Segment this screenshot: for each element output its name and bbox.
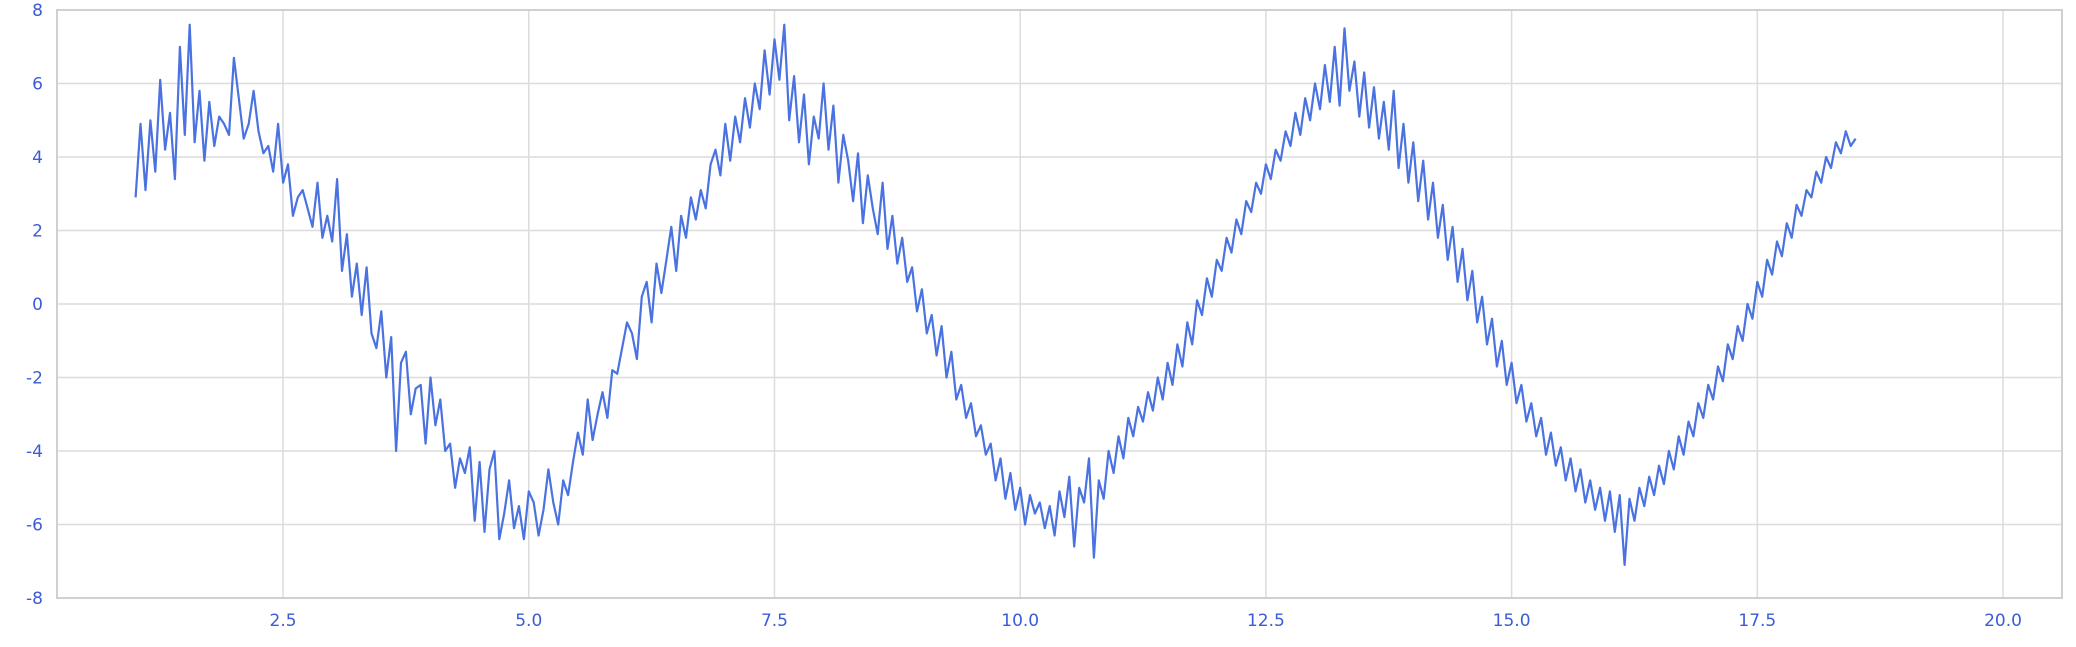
y-tick-label: -8 bbox=[26, 589, 43, 609]
y-tick-label: 0 bbox=[32, 295, 43, 315]
x-tick-label: 5.0 bbox=[515, 611, 542, 631]
y-tick-label: 6 bbox=[32, 75, 43, 95]
y-tick-label: 4 bbox=[32, 148, 43, 168]
series-group bbox=[134, 23, 1857, 567]
x-tick-label: 12.5 bbox=[1247, 611, 1285, 631]
y-tick-label: -6 bbox=[26, 516, 43, 536]
x-axis-tick-labels: 2.5 5.0 7.5 10.0 12.5 15.0 17.5 20.0 bbox=[270, 611, 2022, 631]
y-tick-label: 8 bbox=[32, 1, 43, 21]
x-tick-label: 20.0 bbox=[1984, 611, 2022, 631]
y-tick-label: 2 bbox=[32, 222, 43, 242]
y-tick-label: -4 bbox=[26, 442, 43, 462]
x-tick-label: 10.0 bbox=[1001, 611, 1039, 631]
x-tick-label: 2.5 bbox=[270, 611, 297, 631]
grid-lines bbox=[57, 9, 2062, 599]
y-tick-label: -2 bbox=[26, 369, 43, 389]
x-tick-label: 17.5 bbox=[1738, 611, 1776, 631]
x-tick-label: 15.0 bbox=[1493, 611, 1531, 631]
series-line bbox=[134, 23, 1857, 567]
x-tick-label: 7.5 bbox=[761, 611, 788, 631]
plot-frame bbox=[56, 9, 2063, 599]
y-axis-tick-labels: -8 -6 -4 -2 0 2 4 6 8 bbox=[26, 1, 43, 609]
